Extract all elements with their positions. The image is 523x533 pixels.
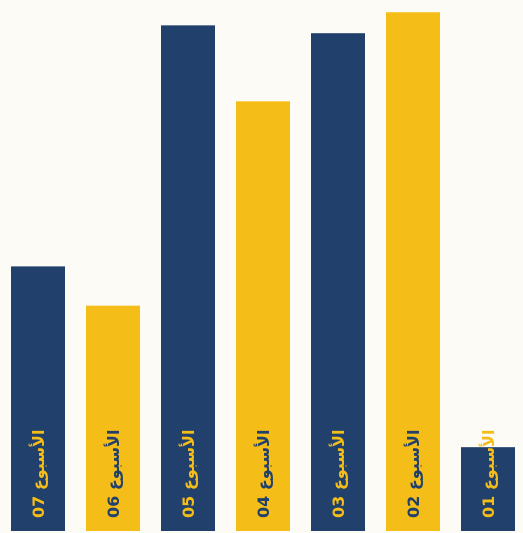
bar-label-3: الأسبوع 05 [179,430,198,518]
bar-5 [311,33,365,531]
bar-label-1: الأسبوع 07 [29,430,48,518]
bar-3 [161,25,215,532]
bar-label-5: الأسبوع 03 [329,430,348,518]
bar-1 [11,266,65,531]
bar-4 [236,101,290,531]
bar-label-7: الأسبوع 01 [479,430,498,518]
bar-label-6: الأسبوع 02 [404,430,423,518]
bar-6 [386,12,440,532]
bar-label-2: الأسبوع 06 [104,430,123,518]
bar-2 [86,305,140,531]
bar-label-4: الأسبوع 04 [254,430,273,518]
bar-7 [461,447,515,531]
